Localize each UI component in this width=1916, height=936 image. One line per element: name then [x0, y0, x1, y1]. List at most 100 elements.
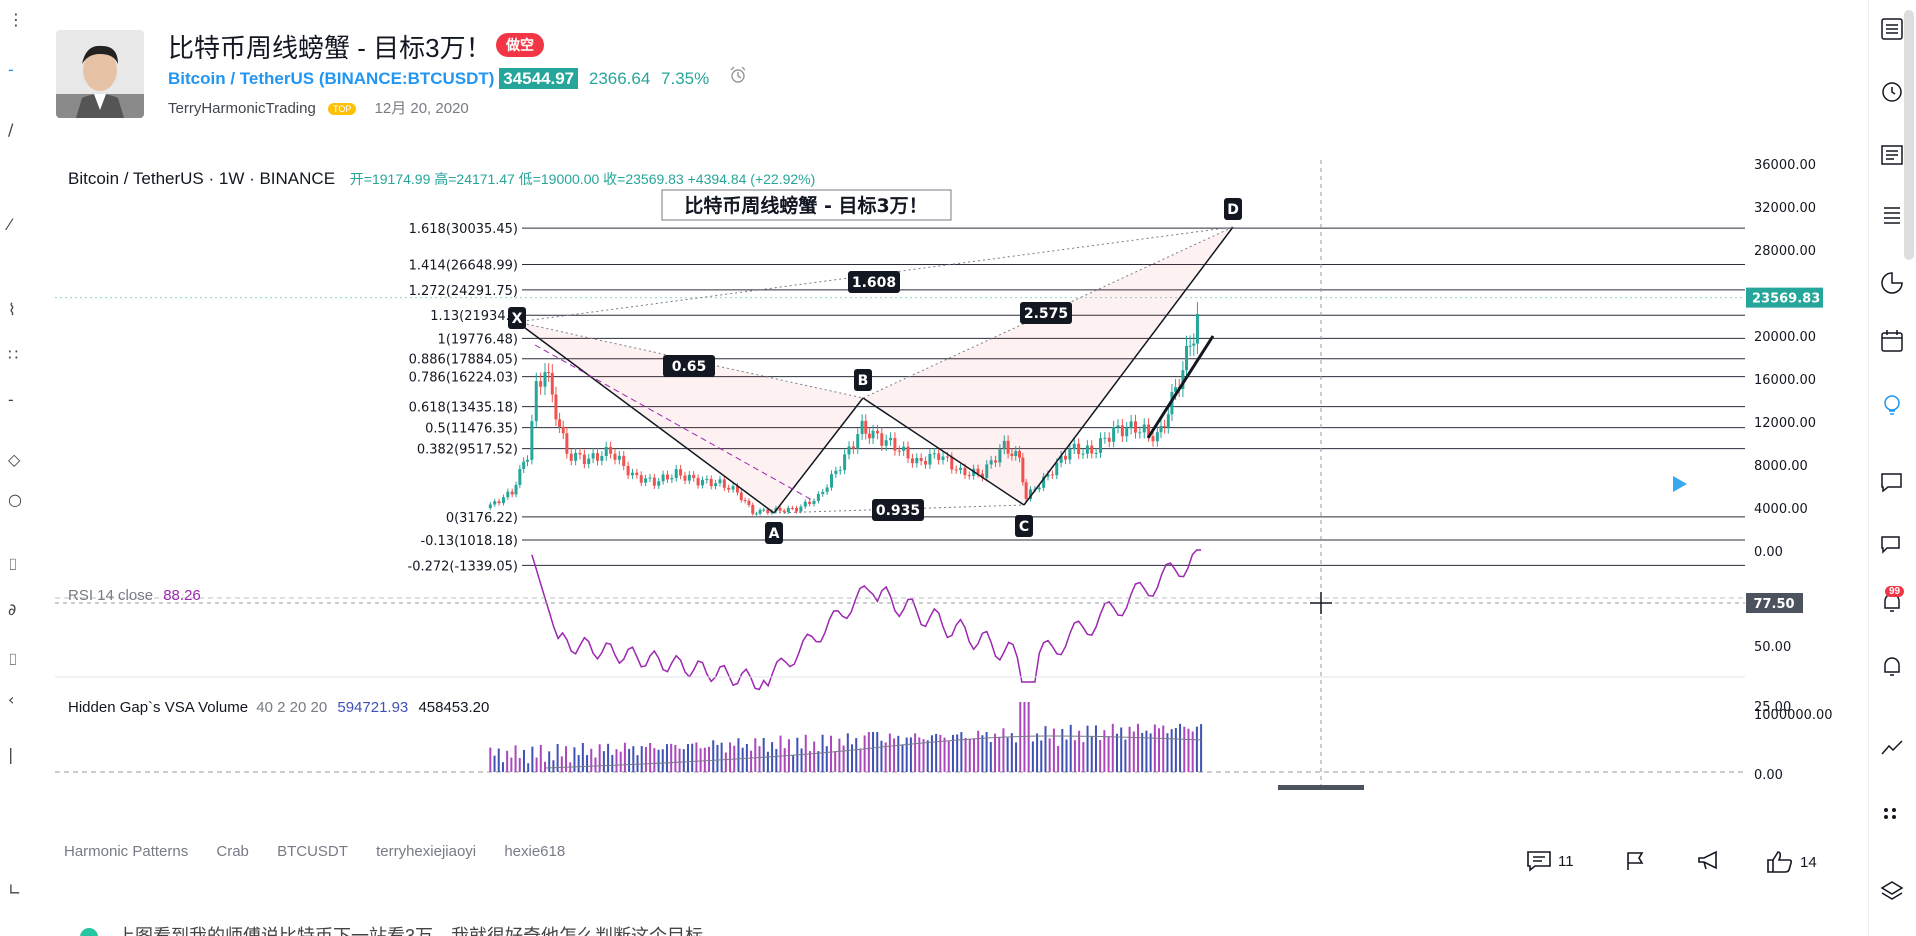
author-avatar[interactable] [56, 30, 144, 118]
tag-link[interactable]: Harmonic Patterns [64, 843, 189, 860]
trading-panel-icon[interactable] [1877, 734, 1907, 764]
rsi-pane: 50.00 25.00 [55, 549, 1791, 715]
candle-body [709, 478, 713, 487]
replay-play-icon[interactable] [1671, 474, 1689, 499]
price-axis[interactable]: 36000.0032000.0028000.0024000.0020000.00… [1746, 158, 1823, 560]
hotlist-icon[interactable] [1877, 268, 1907, 298]
volume-value-2: 458453.20 [418, 699, 490, 716]
menu-icon[interactable]: ⋮ [8, 10, 24, 29]
volume-bar [1183, 726, 1186, 772]
dom-icon[interactable] [1877, 800, 1907, 830]
xab-triangle [517, 322, 863, 513]
volume-bar [775, 748, 778, 772]
trash-tool-icon[interactable]: | [8, 745, 14, 764]
ideas-lightbulb-icon[interactable] [1877, 390, 1907, 420]
sidebar-scrollbar[interactable] [1904, 10, 1914, 260]
chat-icon[interactable] [1877, 468, 1907, 498]
magnet-tool-icon[interactable]: ⌷ [8, 555, 18, 574]
alarm-icon[interactable] [728, 66, 748, 88]
volume-bar [851, 744, 854, 772]
symbol-code-link[interactable]: (BINANCE:BTCUSDT) [318, 69, 495, 88]
current-price: 34544.97 [499, 68, 579, 89]
measure-tool-icon[interactable]: - [8, 390, 14, 409]
candle-body [924, 461, 928, 465]
streams-icon[interactable] [1877, 652, 1907, 682]
candle-body [1195, 313, 1199, 344]
volume-bar [623, 742, 626, 772]
volume-tick: 0.00 [1754, 768, 1783, 783]
volume-bar [678, 748, 681, 772]
candle-body [941, 456, 945, 461]
short-badge: 做空 [496, 33, 544, 57]
crosshair-tool-icon[interactable]: - [8, 60, 14, 79]
lock-tool-icon[interactable]: ∂ [8, 600, 17, 619]
candle-body [539, 381, 543, 387]
report-button[interactable] [1624, 850, 1646, 872]
pattern-tool-icon[interactable]: ⌇ [8, 300, 16, 319]
volume-bar [1048, 738, 1051, 772]
volume-bar [670, 743, 673, 772]
volume-bar [552, 760, 555, 772]
candle-body [808, 501, 812, 505]
volume-bar [817, 751, 820, 772]
eraser-tool-icon[interactable]: ◇ [8, 450, 21, 469]
watchlist-icon[interactable] [1877, 14, 1907, 44]
candle-body [985, 464, 989, 478]
comments-button[interactable]: 11 [1526, 850, 1574, 872]
volume-bar [750, 750, 753, 772]
candle-body [561, 426, 565, 434]
author-name-link[interactable]: TerryHarmonicTrading [168, 100, 316, 117]
symbol-name-link[interactable]: Bitcoin / TetherUS [168, 69, 315, 88]
messages-icon[interactable] [1877, 530, 1907, 560]
hide-tool-icon[interactable]: ⌷ [8, 650, 18, 669]
calendar-icon[interactable] [1877, 326, 1907, 356]
candle-body [1085, 445, 1089, 454]
volume-bar [859, 748, 862, 772]
price-tick: 28000.00 [1754, 244, 1816, 259]
candle-body [1081, 453, 1085, 455]
candle-body [1192, 343, 1196, 346]
fib-label: 0.786(16224.03) [409, 371, 518, 386]
fib-label: 0(3176.22) [446, 511, 518, 526]
volume-bar [527, 763, 530, 772]
rsi-tick: 50.00 [1754, 640, 1791, 655]
trendline-tool-icon[interactable]: / [8, 120, 14, 139]
tag-link[interactable]: terryhexiejiaoyi [376, 843, 477, 860]
boost-button[interactable] [1696, 850, 1722, 872]
tag-link[interactable]: BTCUSDT [277, 843, 348, 860]
data-window-icon[interactable] [1877, 200, 1907, 230]
candle-body [1037, 487, 1041, 490]
like-button[interactable]: 14 [1766, 850, 1817, 874]
volume-bar [716, 744, 719, 772]
more-tool-icon[interactable]: ∟ [8, 880, 22, 899]
zoom-tool-icon[interactable]: ○ [8, 490, 22, 509]
tag-link[interactable]: hexie618 [504, 843, 566, 860]
volume-bar [712, 740, 715, 772]
candle-body [587, 458, 591, 465]
time-axis[interactable]: 20187月20197月20207月202120227月2023 [55, 771, 1745, 790]
candle-body [1072, 443, 1076, 450]
prediction-tool-icon[interactable]: ∷ [8, 345, 19, 364]
candle-body [501, 497, 505, 504]
harmonic-pattern[interactable]: X A B C D 0.65 0.935 2.575 1.608 比特币周线螃蟹 - 目标3万！ [508, 189, 1242, 544]
volume-bar [1061, 729, 1064, 772]
candle-body [889, 437, 893, 441]
candle-body [506, 491, 510, 498]
volume-bar [657, 749, 660, 772]
collapse-tool-icon[interactable]: ‹ [8, 690, 15, 709]
candle-body [595, 453, 599, 461]
candle-body [856, 434, 860, 449]
layers-icon[interactable] [1877, 876, 1907, 906]
alarm-clock-icon[interactable] [1877, 76, 1907, 106]
volume-bar [964, 737, 967, 772]
candle-body [1163, 425, 1167, 428]
tag-link[interactable]: Crab [216, 843, 249, 860]
candle-body [754, 513, 758, 515]
fib-tool-icon[interactable]: ⁄ [8, 215, 11, 234]
comment-avatar[interactable] [80, 928, 98, 936]
price-chart[interactable]: 1.618(30035.45) 1.414(26648.99) 1.272(2429… [0, 150, 1868, 790]
candle-body [700, 480, 704, 486]
news-icon[interactable] [1877, 140, 1907, 170]
volume-bar [762, 737, 765, 772]
volume-bar [792, 755, 795, 772]
